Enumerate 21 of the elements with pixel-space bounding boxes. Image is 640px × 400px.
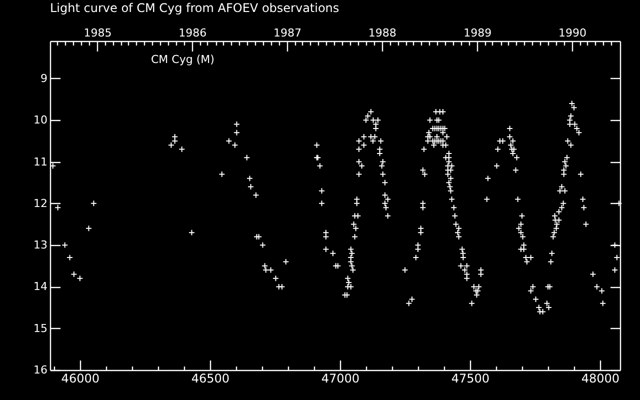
x2-tick-label: 1990 [558, 26, 587, 40]
x2-tick-label: 1988 [368, 26, 396, 40]
y-tick-label: 12 [34, 196, 48, 210]
y-tick-label: 15 [34, 322, 48, 335]
y-tick-label: 10 [34, 114, 48, 127]
annotation: CM Cyg (M) [151, 53, 214, 66]
chart-title: Light curve of CM Cyg from AFOEV observations [50, 1, 340, 15]
x2-tick-label: 1986 [178, 26, 207, 40]
x-tick-label: 46500 [191, 372, 230, 386]
y-tick-label: 13 [34, 238, 48, 252]
y-tick-label: 16 [34, 364, 48, 376]
x-tick-label: 47500 [451, 372, 490, 386]
x2-tick-label: 1985 [84, 26, 112, 40]
x-tick-label: 46000 [61, 372, 100, 386]
x2-tick-label: 1989 [464, 26, 492, 40]
x-tick-label: 47000 [321, 372, 360, 386]
x-tick-label: 48000 [581, 372, 620, 386]
y-tick-label: 14 [34, 280, 48, 294]
x2-tick-label: 1987 [274, 26, 302, 40]
y-tick-label: 11 [34, 155, 48, 168]
y-tick-label: 9 [40, 72, 48, 85]
